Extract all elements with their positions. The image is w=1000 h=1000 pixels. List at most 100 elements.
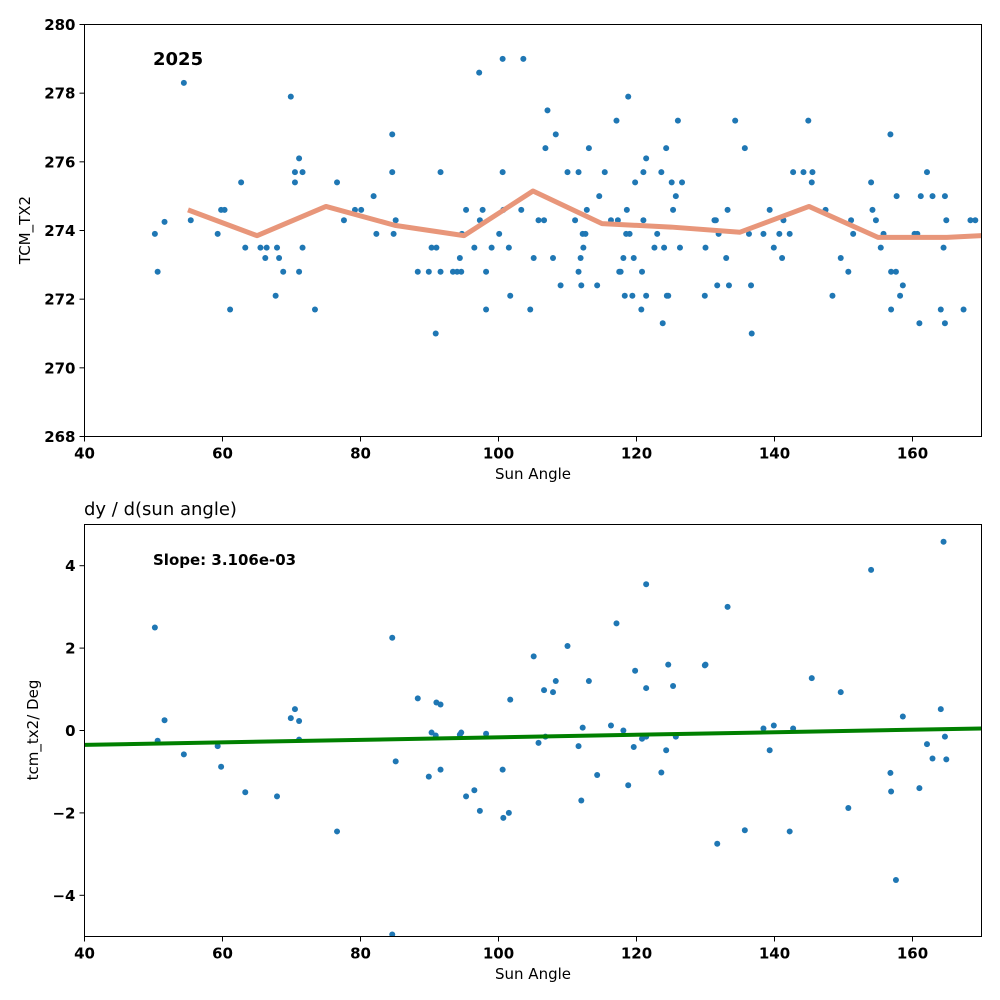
scatter-point (287, 715, 294, 722)
scatter-point (463, 206, 470, 213)
scatter-point (479, 206, 486, 213)
bottom-y-axis-label: tcm_tx2/ Deg (24, 680, 43, 781)
scatter-point (437, 701, 444, 708)
scatter-point (601, 169, 608, 176)
scatter-point (663, 145, 670, 152)
scatter-point (507, 696, 514, 703)
x-tick-label: 100 (483, 945, 514, 963)
scatter-point (541, 687, 548, 694)
scatter-point (809, 169, 816, 176)
x-tick-label: 160 (897, 945, 928, 963)
scatter-point (916, 785, 923, 792)
scatter-point (274, 793, 281, 800)
scatter-point (776, 230, 783, 237)
scatter-point (808, 179, 815, 186)
scatter-point (670, 206, 677, 213)
scatter-point (358, 206, 365, 213)
scatter-point (580, 244, 587, 251)
trend-line (187, 188, 982, 240)
scatter-point (221, 206, 228, 213)
scatter-point (632, 179, 639, 186)
scatter-point (732, 117, 739, 124)
scatter-point (471, 244, 478, 251)
scatter-point (741, 827, 748, 834)
scatter-point (893, 193, 900, 200)
scatter-point (552, 131, 559, 138)
scatter-point (483, 306, 490, 313)
scatter-point (723, 254, 730, 261)
scatter-point (786, 828, 793, 835)
scatter-point (888, 268, 895, 275)
scatter-point (578, 797, 585, 804)
scatter-point (654, 230, 661, 237)
scatter-point (544, 107, 551, 114)
scatter-point (582, 230, 589, 237)
scatter-point (725, 282, 732, 289)
scatter-point (766, 747, 773, 754)
x-tick-label: 140 (759, 445, 790, 463)
scatter-point (227, 306, 234, 313)
scatter-point (665, 292, 672, 299)
x-tick-label: 120 (621, 945, 652, 963)
scatter-point (530, 254, 537, 261)
scatter-point (658, 769, 665, 776)
scatter-point (805, 117, 812, 124)
x-tick-label: 40 (74, 445, 95, 463)
scatter-point (868, 179, 875, 186)
scatter-point (550, 254, 557, 261)
scatter-point (242, 789, 249, 796)
bottom-y-ticks: −4 −2 0 2 4 (52, 557, 85, 905)
scatter-point (389, 131, 396, 138)
scatter-point (629, 292, 636, 299)
y-tick-label: 280 (44, 16, 75, 34)
scatter-point (626, 230, 633, 237)
scatter-point (458, 729, 465, 736)
scatter-point (625, 782, 632, 789)
y-tick-label: 2 (65, 640, 75, 658)
scatter-point (340, 217, 347, 224)
top-x-ticks: 40 60 80 100 120 140 160 (74, 436, 928, 463)
scatter-point (937, 306, 944, 313)
scatter-point (786, 230, 793, 237)
scatter-point (658, 169, 665, 176)
scatter-point (850, 230, 857, 237)
scatter-point (334, 828, 341, 835)
scatter-point (500, 814, 507, 821)
scatter-point (437, 169, 444, 176)
scatter-point (187, 217, 194, 224)
bottom-x-ticks: 40 60 80 100 120 140 160 (74, 936, 928, 963)
scatter-point (488, 244, 495, 251)
scatter-point (639, 268, 646, 275)
scatter-point (214, 743, 221, 750)
scatter-point (518, 206, 525, 213)
bottom-plot: dy / d(sun angle) Slope: 3.106e-03 40 60 8… (24, 499, 982, 983)
scatter-point (625, 93, 632, 100)
scatter-point (432, 330, 439, 337)
scatter-point (505, 244, 512, 251)
scatter-point (552, 678, 559, 685)
scatter-point (887, 131, 894, 138)
scatter-point (151, 624, 158, 631)
scatter-point (433, 244, 440, 251)
x-tick-label: 80 (350, 945, 371, 963)
scatter-point (837, 254, 844, 261)
scatter-point (483, 268, 490, 275)
y-tick-label: 276 (44, 153, 75, 171)
scatter-point (564, 643, 571, 650)
scatter-point (392, 758, 399, 765)
scatter-point (702, 244, 709, 251)
y-tick-label: 0 (65, 722, 75, 740)
scatter-point (972, 217, 979, 224)
scatter-point (837, 689, 844, 696)
scatter-point (161, 218, 168, 225)
scatter-point (527, 306, 534, 313)
scatter-point (594, 282, 601, 289)
scatter-point (471, 787, 478, 794)
y-tick-label: 278 (44, 85, 75, 103)
scatter-point (923, 169, 930, 176)
scatter-point (577, 254, 584, 261)
scatter-point (499, 55, 506, 62)
scatter-point (941, 193, 948, 200)
scatter-point (564, 169, 571, 176)
